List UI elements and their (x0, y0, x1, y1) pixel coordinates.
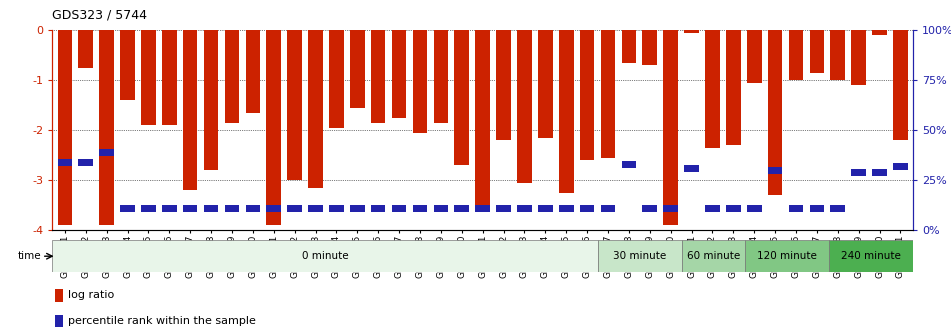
Bar (809, 205, 825, 212)
Bar (308, 205, 322, 212)
Bar (684, 165, 699, 172)
Bar (893, 30, 908, 140)
Bar (872, 30, 887, 35)
Text: 240 minute: 240 minute (841, 251, 901, 261)
Bar (204, 30, 219, 170)
Bar (224, 30, 240, 123)
Bar (851, 30, 866, 85)
Bar (120, 205, 135, 212)
Bar (872, 169, 887, 176)
Bar (392, 30, 406, 118)
Bar (705, 30, 720, 148)
Bar (266, 30, 281, 225)
Bar (245, 30, 261, 113)
Bar (684, 30, 699, 33)
Bar (601, 30, 615, 158)
Bar (496, 30, 511, 140)
Text: GDS323 / 5744: GDS323 / 5744 (52, 8, 147, 22)
Bar (350, 30, 364, 108)
Text: 30 minute: 30 minute (613, 251, 667, 261)
Bar (893, 163, 908, 170)
Bar (496, 205, 511, 212)
Bar (664, 205, 678, 212)
Bar (830, 30, 845, 80)
Bar (745, 240, 829, 272)
Bar (78, 159, 93, 166)
Bar (413, 205, 427, 212)
Bar (329, 30, 343, 128)
Bar (120, 30, 135, 100)
Bar (162, 205, 177, 212)
Bar (434, 205, 448, 212)
Bar (455, 30, 469, 165)
Bar (538, 30, 553, 138)
Text: 60 minute: 60 minute (687, 251, 740, 261)
Bar (747, 30, 762, 83)
Bar (287, 30, 301, 180)
Bar (580, 30, 594, 160)
Bar (54, 315, 63, 327)
Text: percentile rank within the sample: percentile rank within the sample (68, 316, 256, 326)
Bar (601, 205, 615, 212)
Bar (183, 30, 198, 190)
Bar (830, 205, 845, 212)
Bar (517, 30, 532, 183)
Bar (622, 30, 636, 63)
Bar (726, 30, 741, 145)
Bar (767, 167, 783, 174)
Bar (308, 30, 322, 188)
Bar (183, 205, 198, 212)
Bar (726, 205, 741, 212)
Bar (788, 30, 804, 80)
Text: time: time (18, 251, 42, 261)
Bar (559, 30, 573, 193)
Text: log ratio: log ratio (68, 290, 114, 300)
Bar (476, 30, 490, 208)
Bar (705, 205, 720, 212)
Bar (476, 205, 490, 212)
Bar (580, 205, 594, 212)
Bar (538, 205, 553, 212)
Bar (392, 205, 406, 212)
Bar (809, 30, 825, 73)
Bar (413, 30, 427, 133)
Bar (767, 30, 783, 195)
Bar (598, 240, 682, 272)
Bar (78, 30, 93, 68)
Bar (371, 205, 385, 212)
Bar (204, 205, 219, 212)
Bar (57, 30, 72, 225)
Bar (434, 30, 448, 123)
Bar (622, 161, 636, 168)
Bar (747, 205, 762, 212)
Bar (99, 30, 114, 225)
Bar (350, 205, 364, 212)
Bar (141, 30, 156, 125)
Bar (141, 205, 156, 212)
Bar (57, 159, 72, 166)
Bar (643, 30, 657, 65)
Bar (682, 240, 745, 272)
Bar (329, 205, 343, 212)
Bar (788, 205, 804, 212)
Bar (455, 205, 469, 212)
Bar (266, 205, 281, 212)
Text: 0 minute: 0 minute (301, 251, 348, 261)
Bar (287, 205, 301, 212)
Bar (559, 205, 573, 212)
Bar (371, 30, 385, 123)
Bar (224, 205, 240, 212)
Bar (851, 169, 866, 176)
Bar (54, 289, 63, 302)
Bar (245, 205, 261, 212)
Bar (162, 30, 177, 125)
Bar (664, 30, 678, 225)
Text: 120 minute: 120 minute (757, 251, 817, 261)
Bar (517, 205, 532, 212)
Bar (829, 240, 913, 272)
Bar (99, 149, 114, 156)
Bar (52, 240, 598, 272)
Bar (643, 205, 657, 212)
